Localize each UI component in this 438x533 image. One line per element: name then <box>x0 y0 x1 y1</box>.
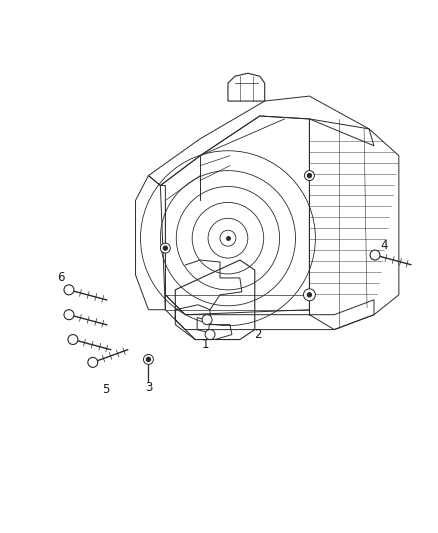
Circle shape <box>304 171 314 181</box>
Circle shape <box>64 310 74 320</box>
Circle shape <box>307 174 311 177</box>
Text: 6: 6 <box>57 271 65 285</box>
Circle shape <box>160 243 170 253</box>
Circle shape <box>64 285 74 295</box>
Circle shape <box>88 358 98 367</box>
Text: 1: 1 <box>201 338 209 351</box>
Circle shape <box>163 246 167 250</box>
Text: 4: 4 <box>380 239 388 252</box>
Circle shape <box>68 335 78 344</box>
Circle shape <box>202 314 212 325</box>
Circle shape <box>146 358 150 361</box>
Text: 5: 5 <box>102 383 110 395</box>
Circle shape <box>307 293 311 297</box>
Circle shape <box>370 250 380 260</box>
Text: 2: 2 <box>254 328 261 341</box>
Circle shape <box>144 354 153 365</box>
Text: 3: 3 <box>145 381 152 394</box>
Circle shape <box>205 329 215 340</box>
Circle shape <box>304 289 315 301</box>
